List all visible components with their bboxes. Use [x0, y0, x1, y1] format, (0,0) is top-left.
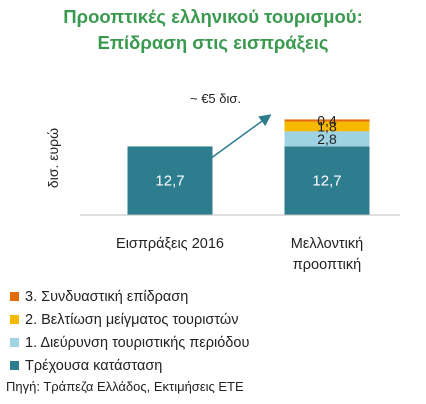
legend-item-3: 3. Συνδυαστική επίδραση — [10, 285, 249, 308]
bar-segment-c1-s3 — [284, 119, 370, 122]
legend-swatch-3 — [10, 292, 19, 301]
bar-segment-c1-s0 — [284, 146, 370, 215]
legend-item-0: Τρέχουσα κατάσταση — [10, 354, 249, 377]
annotation-text: ~ €5 δισ. — [190, 91, 241, 106]
annotation-arrow — [202, 114, 272, 165]
legend-item-2: 2. Βελτίωση μείγματος τουριστών — [10, 308, 249, 331]
stacked-bar-chart: δισ. ευρώ 12,7 12,7 2,81,80,4 ~ €5 δισ. Ει… — [45, 91, 400, 273]
x-tick-label-c1-l0: Μελλοντική — [291, 236, 363, 252]
legend: 3. Συνδυαστική επίδραση 2. Βελτίωση μείγμ… — [10, 285, 249, 377]
data-label-c0-s0: 12,7 — [155, 173, 184, 190]
x-tick-label-c0-l0: Εισπράξεις 2016 — [116, 236, 224, 252]
bar-segment-c0-s0 — [127, 146, 213, 215]
data-label-c1-s3: 0,4 — [317, 113, 337, 129]
legend-label-3: 3. Συνδυαστική επίδραση — [25, 288, 189, 305]
legend-swatch-1 — [10, 338, 19, 347]
y-axis-label: δισ. ευρώ — [45, 128, 61, 188]
data-label-c1-s0: 12,7 — [312, 173, 341, 190]
chart-title-line-1: Προοπτικές ελληνικού τουρισμού: — [63, 6, 363, 27]
chart-title: Προοπτικές ελληνικού τουρισμού: Επίδραση… — [0, 4, 426, 56]
legend-item-1: 1. Διεύρυνση τουριστικής περιόδου — [10, 331, 249, 354]
source-note: Πηγή: Τράπεζα Ελλάδος, Εκτιμήσεις ΕΤΕ — [6, 379, 244, 394]
data-label-c1-s1: 2,8 — [317, 131, 337, 147]
legend-swatch-0 — [10, 361, 19, 370]
legend-label-0: Τρέχουσα κατάσταση — [25, 357, 163, 374]
bar-segment-c1-s2 — [284, 121, 370, 132]
x-tick-label-c1-l1: προοπτική — [293, 257, 361, 273]
chart-title-line-2: Επίδραση στις εισπράξεις — [97, 32, 329, 53]
legend-swatch-2 — [10, 315, 19, 324]
x-tick-labels: Εισπράξεις 2016 Μελλοντική προοπτική — [116, 236, 363, 273]
legend-label-1: 1. Διεύρυνση τουριστικής περιόδου — [25, 334, 250, 351]
bars-layer: 12,7 12,7 2,81,80,4 — [127, 113, 370, 215]
legend-label-2: 2. Βελτίωση μείγματος τουριστών — [25, 311, 239, 328]
data-label-c1-s2: 1,8 — [317, 118, 337, 134]
bar-segment-c1-s1 — [284, 131, 370, 147]
